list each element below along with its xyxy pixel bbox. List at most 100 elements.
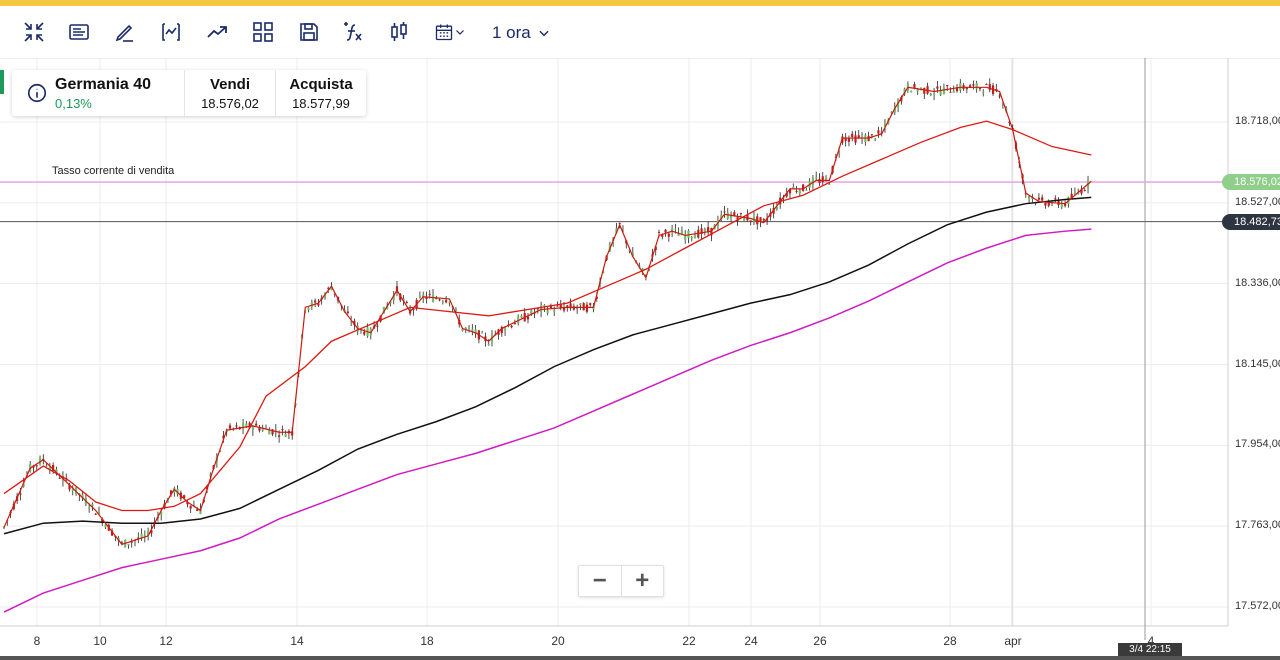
candle-body [1044,202,1047,206]
instrument-marker [0,70,4,94]
candle-body [677,233,680,236]
candle-body [883,123,887,128]
candle-body [743,216,746,221]
candle-body [74,487,78,494]
moving-average-slow [3,228,1092,613]
candle-body [363,331,366,335]
candle-body [438,299,441,301]
candle-body [376,325,379,327]
candle-body [183,495,186,499]
draw-icon[interactable] [112,19,138,45]
candle-body [759,217,762,223]
collapse-icon[interactable] [21,19,47,45]
candle-body [379,315,382,322]
candle-body [48,466,51,471]
candle-body [1001,103,1004,105]
candle-body [166,499,169,503]
layout-icon[interactable] [250,19,276,45]
candle-body [464,328,467,330]
candle-body [1080,189,1083,194]
candle-body [942,87,946,94]
candle-body [186,502,189,505]
function-icon[interactable] [340,19,366,45]
news-icon[interactable] [66,19,92,45]
candle-body [405,301,408,303]
candle-body [893,107,896,113]
candle-body [556,305,559,307]
sell-label: Vendi [209,76,250,93]
candle-body [949,91,952,93]
instrument-change: 0,13% [55,96,92,111]
candle-body [802,184,805,191]
zoom-in-button[interactable]: + [635,567,650,594]
candle-body [690,236,693,239]
candle-body [510,325,513,328]
candle-body [569,303,572,309]
candle-body [890,111,893,113]
candle-body [1064,203,1067,206]
y-tick-label: 18.145,00 [1235,357,1280,370]
candle-body [661,234,664,237]
candle-body [127,544,130,546]
trend-icon[interactable] [204,19,230,45]
candle-body [88,507,91,509]
candle-body [104,524,107,528]
candle-body [615,228,618,233]
candle-body [55,469,58,473]
candle-body [946,85,949,87]
y-tick-label: 17.763,00 [1235,519,1280,532]
candle-body [562,307,566,311]
candle-body [936,86,939,89]
interval-selector[interactable]: 1 ora [492,20,551,46]
candle-body [720,214,723,220]
indicator-icon[interactable] [158,19,184,45]
candle-body [680,230,684,235]
price-chart[interactable] [0,58,1280,660]
buy-price-box[interactable]: Acquista 18.577,99 [276,70,366,116]
x-tick-label: 10 [93,634,107,648]
candle-body [454,309,458,311]
candle-body [101,519,104,524]
candle-body [877,130,880,134]
candle-body [160,511,163,515]
sell-price-box[interactable]: Vendi 18.576,02 [185,70,276,116]
candle-body [110,530,114,536]
info-icon[interactable] [26,82,48,104]
top-accent-stripe [0,0,1280,6]
candle-body [674,228,677,230]
save-icon[interactable] [296,19,322,45]
candle-body [687,230,690,238]
candle-body [346,311,349,314]
zoom-controls: − + [578,565,664,597]
x-tick-label: 28 [943,634,957,648]
candle-body [733,212,736,217]
candle-body [471,329,474,331]
candle-body [1037,197,1040,200]
candle-body [857,135,860,138]
candlestick-icon[interactable] [386,19,412,45]
candle-body [317,303,320,306]
chart-toolbar: 1 ora [0,6,1280,59]
x-tick-label: apr [1004,634,1022,648]
interval-label: 1 ora [492,23,531,42]
candle-body [546,310,549,314]
x-tick-label: 4 [1147,634,1155,648]
candle-body [582,302,585,311]
candle-body [245,423,248,428]
candle-body [985,83,988,85]
bottom-scroll-bar[interactable] [0,656,1280,660]
calendar-icon[interactable] [432,19,468,45]
candle-body [785,193,788,197]
candle-body [382,306,385,314]
zoom-out-button[interactable]: − [579,566,622,596]
candle-body [995,89,998,91]
instrument-name: Germania 40 [55,76,152,93]
candle-body [870,134,873,136]
sell-line-caption: Tasso corrente di vendita [52,165,175,177]
sell-value: 18.576,02 [201,96,259,111]
candle-body [982,91,985,93]
candle-body [739,213,742,215]
candle-body [278,435,281,437]
candle-body [147,531,150,536]
candle-body [648,269,651,271]
